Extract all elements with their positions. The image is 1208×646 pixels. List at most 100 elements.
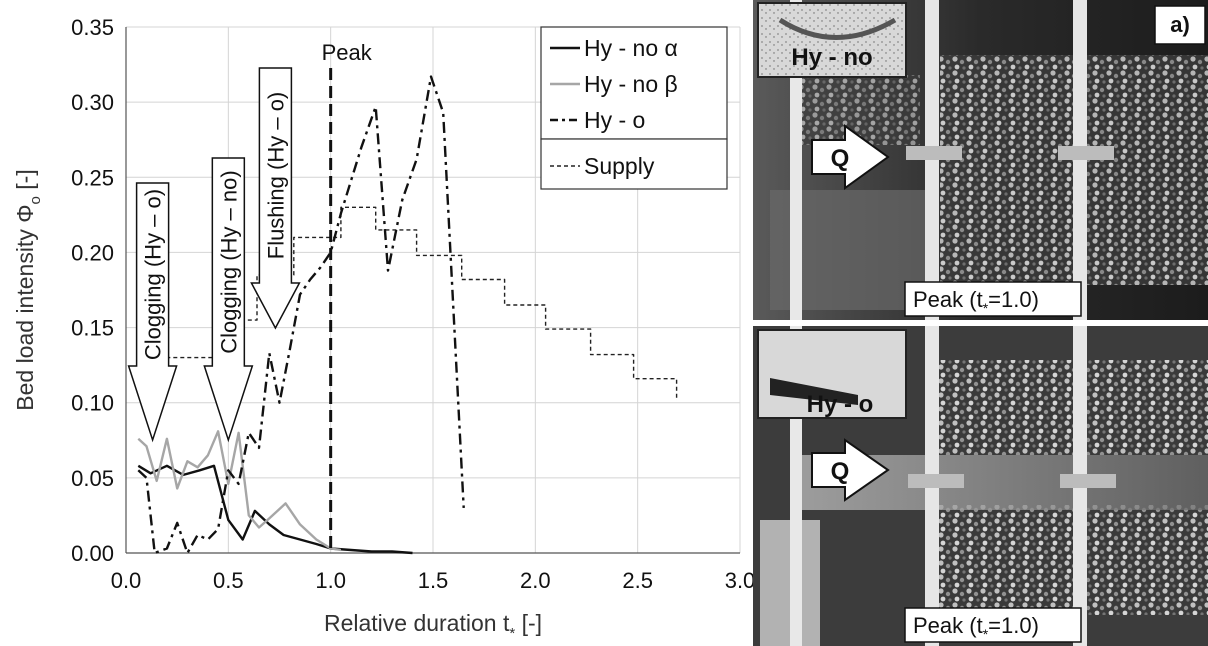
panel-label: a) <box>1170 12 1190 37</box>
data-point <box>146 477 148 479</box>
data-point <box>309 279 311 281</box>
data-point <box>316 543 318 545</box>
data-point <box>412 552 414 554</box>
data-point <box>391 551 393 553</box>
chart-axes: 0.00 0.05 0.10 0.15 0.20 0.25 0.30 0.35 0.0 0.5 1.… <box>12 15 755 642</box>
x-tick-label: 0.0 <box>111 568 142 593</box>
series-line-supply <box>138 206 678 400</box>
y-tick-label: 0.15 <box>71 316 114 341</box>
legend-entry: Hy - no β <box>584 71 678 97</box>
data-point <box>154 552 156 554</box>
annotation-label: Clogging (Hy – no) <box>216 170 241 353</box>
data-point <box>268 352 270 354</box>
x-tick-label: 1.0 <box>315 568 346 593</box>
y-tick-label: 0.30 <box>71 90 114 115</box>
data-point <box>197 467 199 469</box>
data-point <box>268 518 270 520</box>
series-line-hy-no <box>137 430 342 552</box>
y-tick-label: 0.20 <box>71 240 114 265</box>
legend-entry: Supply <box>584 153 655 179</box>
annotation-arrow <box>127 182 178 443</box>
annotation-label: Flushing (Hy – o) <box>263 92 288 260</box>
photo-panel-bottom: Hy - o Q Peak (t*=1.0) <box>753 326 1208 646</box>
data-point <box>217 430 219 432</box>
data-point <box>187 552 189 554</box>
chart-annotations: Clogging (Hy – o) Clogging (Hy – no) Flush… <box>127 67 301 443</box>
photo-panel-top: a) Hy - no Q Peak (t*=1.0) <box>753 0 1208 320</box>
x-tick-label: 2.5 <box>622 568 653 593</box>
data-point <box>504 279 506 281</box>
data-point <box>137 465 139 467</box>
data-point <box>283 534 285 536</box>
legend-box-bottom <box>540 138 728 190</box>
data-point <box>299 524 301 526</box>
data-point <box>340 549 342 551</box>
data-point <box>238 483 240 485</box>
data-point <box>340 213 342 215</box>
caption-top: Peak (t*=1.0) <box>913 287 1039 316</box>
data-point <box>442 112 444 114</box>
inset-label-top: Hy - no <box>791 44 872 71</box>
data-point <box>228 470 230 472</box>
chart-legend: Hy - no α Hy - no β Hy - o Supply <box>540 26 728 190</box>
data-point <box>137 438 139 440</box>
data-point <box>228 519 230 521</box>
flow-arrow-label-top: Q <box>831 145 850 172</box>
y-axis-title: Bed load intensity Φo [-] <box>12 169 44 411</box>
data-point <box>461 255 463 257</box>
x-axis-title: Relative duration t* [-] <box>324 610 542 642</box>
data-point <box>258 527 260 529</box>
data-point <box>463 507 465 509</box>
data-point <box>197 534 199 536</box>
y-tick-label: 0.25 <box>71 165 114 190</box>
data-point <box>199 470 201 472</box>
data-point <box>387 270 389 272</box>
peak-line: Peak <box>322 40 373 553</box>
data-point <box>156 480 158 482</box>
caption-bottom: Peak (t*=1.0) <box>913 613 1039 642</box>
inset-label-bottom: Hy - o <box>807 391 874 418</box>
data-point <box>340 237 342 239</box>
data-point <box>150 473 152 475</box>
peak-label: Peak <box>322 40 373 65</box>
annotation-arrow <box>250 67 301 330</box>
data-point <box>350 549 352 551</box>
data-point <box>371 551 373 553</box>
chart-series <box>137 75 465 555</box>
data-point <box>166 548 168 550</box>
y-tick-label: 0.35 <box>71 15 114 40</box>
data-point <box>375 106 377 108</box>
annotation-arrow <box>203 157 254 443</box>
data-point <box>299 539 301 541</box>
data-point <box>416 255 418 257</box>
data-point <box>166 438 168 440</box>
data-point <box>166 465 168 467</box>
data-point <box>316 539 318 541</box>
data-point <box>590 354 592 356</box>
data-point <box>633 378 635 380</box>
data-point <box>228 483 230 485</box>
series-line-hy-o <box>137 75 465 555</box>
y-tick-label: 0.10 <box>71 391 114 416</box>
data-point <box>213 465 215 467</box>
flow-arrow-label-bottom: Q <box>831 458 850 485</box>
data-point <box>207 539 209 541</box>
data-point <box>176 488 178 490</box>
data-point <box>545 304 547 306</box>
data-point <box>256 274 258 276</box>
data-point <box>187 461 189 463</box>
x-tick-label: 3.0 <box>725 568 756 593</box>
x-tick-label: 2.0 <box>520 568 551 593</box>
legend-entry: Hy - no α <box>584 35 678 61</box>
data-point <box>242 539 244 541</box>
data-point <box>361 146 363 148</box>
data-point <box>258 447 260 449</box>
data-point <box>238 432 240 434</box>
data-point <box>676 378 678 380</box>
data-point <box>256 319 258 321</box>
y-tick-label: 0.05 <box>71 466 114 491</box>
annotation-label: Clogging (Hy – o) <box>141 189 166 360</box>
plot-area <box>125 27 740 554</box>
data-point <box>416 229 418 231</box>
